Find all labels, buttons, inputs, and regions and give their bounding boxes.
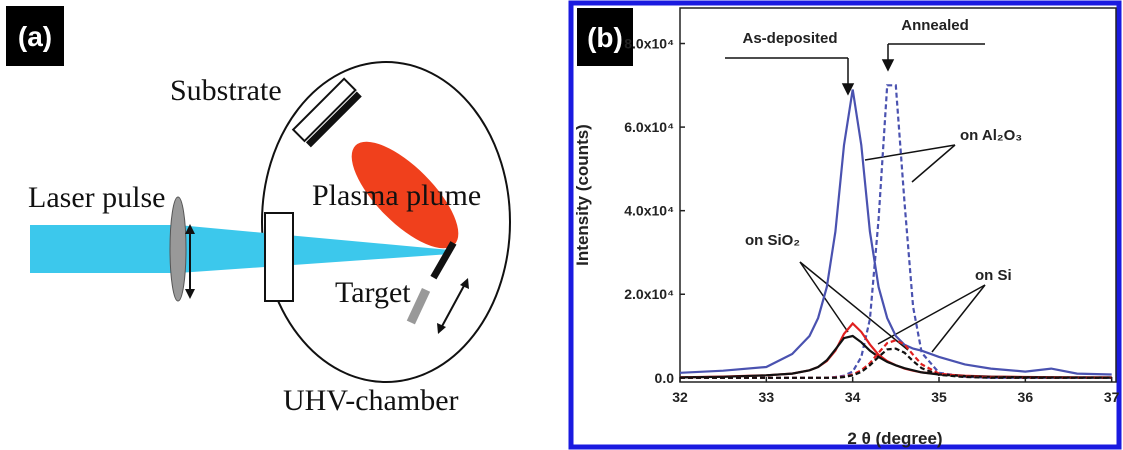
annotation: on SiO₂ <box>745 232 800 249</box>
annotation: on Si <box>975 267 1012 284</box>
target-holder <box>406 287 431 325</box>
y-tick-label: 6.0x10⁴ <box>624 119 674 135</box>
annotation: Annealed <box>901 17 969 34</box>
x-tick-label: 37 <box>1104 389 1120 405</box>
x-tick-label: 36 <box>1018 389 1034 405</box>
x-tick-label: 32 <box>672 389 688 405</box>
substrate <box>291 77 362 148</box>
plasma-plume <box>351 141 459 249</box>
laser-label: Laser pulse <box>28 181 165 214</box>
lens <box>169 196 187 302</box>
arrow-head <box>185 289 195 299</box>
y-axis-label: Intensity (counts) <box>573 124 592 266</box>
plume-label: Plasma plume <box>312 179 481 212</box>
target-label: Target <box>335 276 411 309</box>
window <box>264 212 294 302</box>
label-box <box>577 8 633 66</box>
chamber <box>261 61 511 383</box>
y-tick-label: 0.0 <box>655 370 675 386</box>
x-tick-label: 34 <box>845 389 861 405</box>
panel-label: (b) <box>587 22 623 53</box>
laser-focus <box>178 225 450 273</box>
x-tick-label: 35 <box>931 389 947 405</box>
arrow-head <box>185 224 195 234</box>
panel-b: (b) Intensity (counts) 2 θ (degree) As-d… <box>568 0 1122 450</box>
x-axis-label: 2 θ (degree) <box>847 429 942 448</box>
series-line <box>679 89 1112 376</box>
label-box <box>6 6 64 66</box>
substrate-label: Substrate <box>170 74 282 107</box>
series-line <box>680 347 1112 379</box>
panel-border <box>568 0 1122 450</box>
arrow-head <box>460 278 469 289</box>
panel-a: (a) Substrate Laser pulse Plasma plume T… <box>6 6 511 417</box>
annotation: As-deposited <box>742 30 837 47</box>
arrow-head <box>437 323 446 334</box>
y-tick-label: 8.0x10⁴ <box>624 36 674 52</box>
chamber-label: UHV-chamber <box>283 384 459 417</box>
y-tick-label: 4.0x10⁴ <box>624 203 674 219</box>
target-arrow <box>439 281 467 331</box>
panel-label: (a) <box>18 21 52 52</box>
x-tick-label: 33 <box>759 389 775 405</box>
annotation: on Al₂O₃ <box>960 127 1022 144</box>
target <box>430 241 457 280</box>
plot-frame <box>679 7 1117 383</box>
y-tick-label: 2.0x10⁴ <box>624 286 674 302</box>
laser-beam <box>30 225 178 273</box>
